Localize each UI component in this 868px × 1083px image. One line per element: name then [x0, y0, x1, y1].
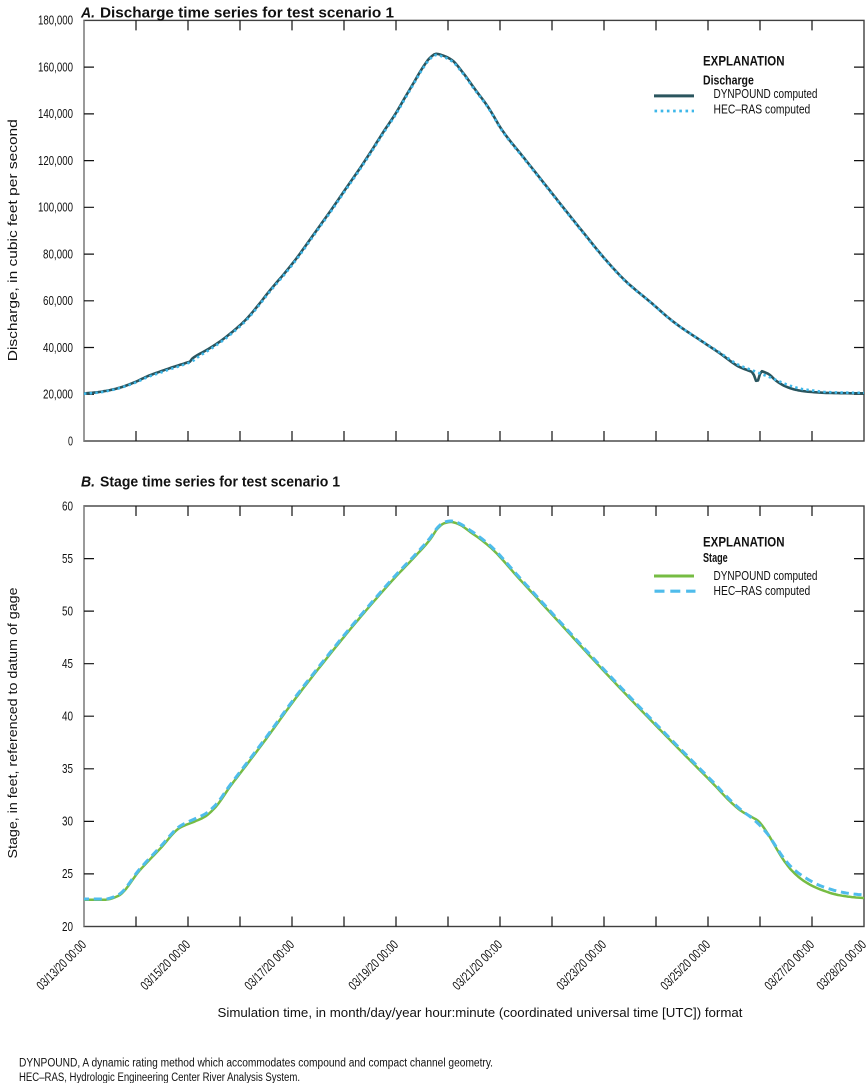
- svg-text:40: 40: [62, 709, 73, 724]
- svg-text:Stage: Stage: [703, 550, 728, 565]
- svg-text:Discharge time series for test: Discharge time series for test scenario …: [100, 5, 394, 22]
- svg-text:20,000: 20,000: [43, 387, 73, 402]
- svg-text:120,000: 120,000: [38, 153, 73, 168]
- svg-text:60,000: 60,000: [43, 293, 73, 308]
- svg-text:60: 60: [62, 498, 73, 513]
- svg-text:140,000: 140,000: [38, 106, 73, 121]
- svg-text:Discharge: Discharge: [703, 73, 754, 88]
- svg-text:HEC–RAS computed: HEC–RAS computed: [714, 102, 811, 117]
- svg-text:80,000: 80,000: [43, 246, 73, 261]
- svg-text:HEC–RAS, Hydrologic Engineerin: HEC–RAS, Hydrologic Engineering Center R…: [19, 1072, 300, 1083]
- svg-text:HEC–RAS computed: HEC–RAS computed: [714, 583, 811, 598]
- svg-text:EXPLANATION: EXPLANATION: [703, 52, 785, 68]
- svg-text:EXPLANATION: EXPLANATION: [703, 533, 785, 549]
- svg-text:25: 25: [62, 866, 73, 881]
- svg-text:Simulation time, in month/day/: Simulation time, in month/day/year hour:…: [218, 1005, 743, 1020]
- svg-text:55: 55: [62, 551, 73, 566]
- svg-text:100,000: 100,000: [38, 200, 73, 215]
- svg-text:180,000: 180,000: [38, 13, 73, 28]
- svg-text:20: 20: [62, 919, 73, 934]
- svg-text:Stage time series for test sce: Stage time series for test scenario 1: [100, 474, 340, 491]
- svg-text:45: 45: [62, 656, 73, 671]
- svg-text:Discharge, in cubic feet per s: Discharge, in cubic feet per second: [5, 119, 20, 361]
- svg-text:DYNPOUND computed: DYNPOUND computed: [714, 568, 818, 583]
- svg-text:B.: B.: [81, 474, 95, 491]
- svg-text:0: 0: [68, 433, 73, 448]
- svg-text:40,000: 40,000: [43, 340, 73, 355]
- svg-text:30: 30: [62, 814, 73, 829]
- svg-text:50: 50: [62, 603, 73, 618]
- svg-text:A.: A.: [80, 5, 95, 22]
- svg-text:Stage, in feet, referenced to: Stage, in feet, referenced to datum of g…: [5, 588, 20, 859]
- svg-text:160,000: 160,000: [38, 59, 73, 74]
- svg-text:DYNPOUND computed: DYNPOUND computed: [714, 86, 818, 101]
- svg-text:35: 35: [62, 761, 73, 776]
- svg-text:DYNPOUND, A dynamic rating met: DYNPOUND, A dynamic rating method which …: [19, 1058, 493, 1070]
